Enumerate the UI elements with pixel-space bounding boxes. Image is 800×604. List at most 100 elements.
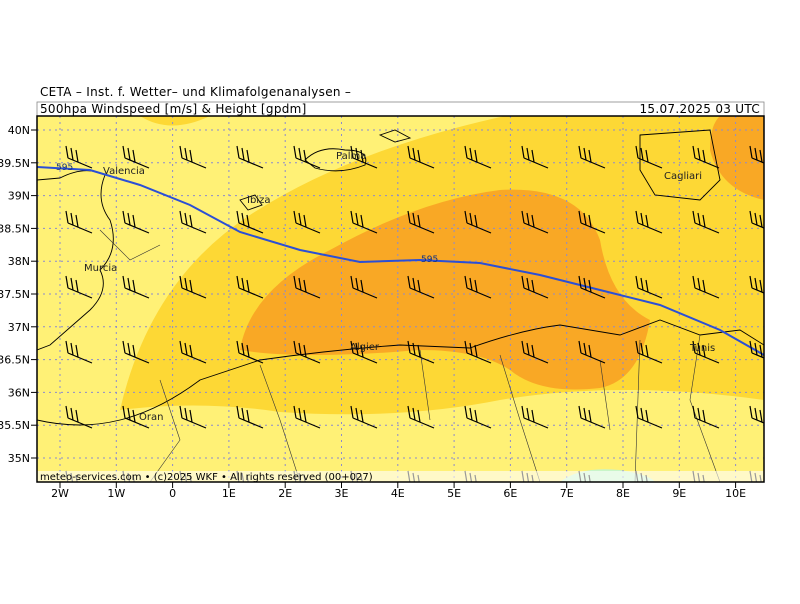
wind-barb [350,145,378,169]
lat-label: 38.5N [0,222,30,235]
contour-label: 595 [56,163,73,173]
wind-barb [179,275,207,299]
barb-stroke [236,210,264,234]
lat-label: 37.5N [0,288,30,301]
wind-barb [464,145,492,169]
contour-label: 595 [421,255,438,265]
wind-barb [521,275,549,299]
barb-stroke [179,275,207,299]
barb-stroke [293,340,321,364]
lon-label: 9E [672,487,686,500]
barb-stroke [635,145,663,169]
wind-barb [578,340,606,364]
barb-stroke [521,275,549,299]
barb-stroke [692,275,720,299]
wind-barb [692,210,720,234]
wind-barb [236,340,264,364]
barb-stroke [122,210,150,234]
wind-barb [179,145,207,169]
barb-stroke [578,145,606,169]
barb-stroke [350,210,378,234]
barb-stroke [122,340,150,364]
wind-barb [236,210,264,234]
barb-stroke [407,405,435,429]
barb-stroke [578,405,606,429]
wind-barb [749,275,764,294]
barb-stroke [521,210,549,234]
wind-barb [122,340,150,364]
footer-bar [37,471,764,482]
wind-barb [293,405,321,429]
barb-stroke [692,405,720,429]
barb-stroke [236,145,264,169]
barb-stroke [122,145,150,169]
lat-label: 36N [8,386,30,399]
wind-barb [65,340,93,364]
wind-barb [521,210,549,234]
map-frame [36,115,765,483]
barb-stroke [464,340,492,364]
barb-stroke [407,340,435,364]
wind-barb [407,275,435,299]
lon-label: 2E [278,487,292,500]
barb-stroke [407,210,435,234]
wind-barb [122,275,150,299]
barb-stroke [407,275,435,299]
lat-label: 40N [8,124,30,137]
barb-stroke [749,405,764,424]
barb-stroke [578,210,606,234]
valid-time: 15.07.2025 03 UTC [640,102,761,116]
wind-barb [578,275,606,299]
wind-barb [293,145,321,169]
place-label: Ibiza [247,195,270,206]
lat-label: 35.5N [0,419,30,432]
barb-stroke [407,145,435,169]
barb-stroke [635,405,663,429]
barb-stroke [692,340,720,364]
place-label: Cagliari [664,171,702,182]
barb-stroke [65,405,93,429]
barb-stroke [578,340,606,364]
wind-barb [179,340,207,364]
wind-barb [122,210,150,234]
wind-barb [122,405,150,429]
barb-stroke [293,145,321,169]
barb-stroke [749,275,764,294]
barb-stroke [122,275,150,299]
barb-stroke [521,340,549,364]
wind-barb [692,145,720,169]
wind-barb [464,405,492,429]
wind-barb [65,210,93,234]
wind-barb [407,340,435,364]
wind-barb [521,405,549,429]
footer: meteo-services.com • (c)2025 WKF • All r… [40,472,373,483]
wind-barb [692,405,720,429]
wind-barb [293,340,321,364]
barb-stroke [236,340,264,364]
lon-label: 7E [560,487,574,500]
borders [99,229,721,482]
barb-stroke [521,405,549,429]
wind-barb [578,405,606,429]
wind-barb [293,275,321,299]
coastline [37,129,764,426]
barb-stroke [236,275,264,299]
lon-label: 3E [335,487,349,500]
barb-stroke [179,340,207,364]
wind-barb [65,275,93,299]
wind-barb [749,145,764,164]
wind-barb [65,145,93,169]
wind-barb [749,210,764,229]
place-label: Murcia [84,263,117,274]
wind-barb [635,340,663,364]
wind-barb [464,210,492,234]
lat-label: 38N [8,255,30,268]
wind-barb [749,340,764,359]
barb-stroke [749,340,764,359]
barb-stroke [350,145,378,169]
barb-stroke [236,405,264,429]
height-contour [37,166,764,356]
lat-label: 37N [8,321,30,334]
wind-barb [407,145,435,169]
wind-zone-low [37,116,764,482]
